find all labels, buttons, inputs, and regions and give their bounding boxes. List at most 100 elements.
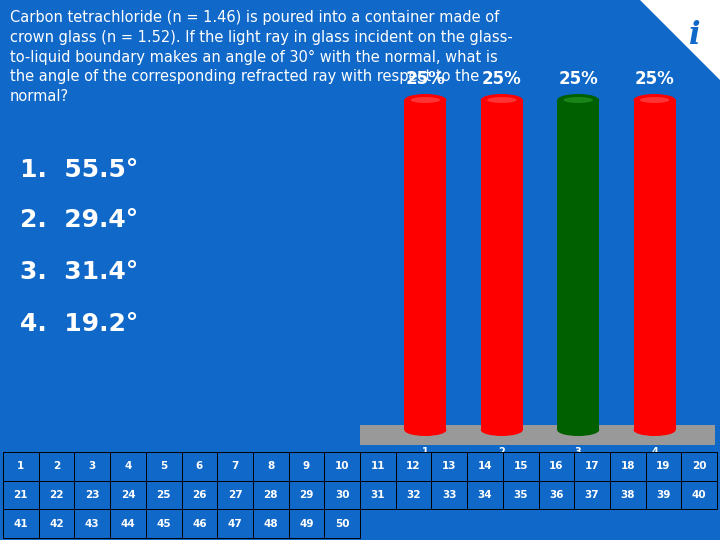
Bar — [145, 509, 181, 538]
Text: 50: 50 — [335, 518, 349, 529]
Text: 38: 38 — [621, 490, 635, 500]
Text: 44: 44 — [120, 518, 135, 529]
Text: 1: 1 — [17, 461, 24, 471]
Text: Carbon tetrachloride (n = 1.46) is poured into a container made of
crown glass (: Carbon tetrachloride (n = 1.46) is poure… — [10, 10, 513, 104]
Text: 35: 35 — [513, 490, 528, 500]
Bar — [110, 452, 145, 481]
Text: 42: 42 — [49, 518, 64, 529]
Text: 3.  31.4°: 3. 31.4° — [20, 260, 138, 284]
Bar — [74, 509, 110, 538]
Text: 5: 5 — [160, 461, 167, 471]
Text: 48: 48 — [264, 518, 278, 529]
Ellipse shape — [557, 424, 599, 436]
Bar — [217, 509, 253, 538]
Text: 23: 23 — [85, 490, 99, 500]
Text: 25%: 25% — [482, 70, 522, 88]
Bar — [360, 452, 396, 481]
Text: 18: 18 — [621, 461, 635, 471]
Text: 27: 27 — [228, 490, 243, 500]
Bar — [145, 481, 181, 509]
Bar — [3, 509, 39, 538]
Bar — [39, 481, 74, 509]
Bar — [324, 481, 360, 509]
Text: 25: 25 — [156, 490, 171, 500]
Bar — [539, 481, 575, 509]
Ellipse shape — [564, 97, 593, 103]
Text: 3: 3 — [575, 447, 582, 457]
Text: 19: 19 — [656, 461, 670, 471]
Text: 49: 49 — [300, 518, 314, 529]
Bar — [467, 452, 503, 481]
Text: 2.  29.4°: 2. 29.4° — [20, 208, 138, 232]
Bar — [39, 509, 74, 538]
Text: 15: 15 — [513, 461, 528, 471]
Text: 4.  19.2°: 4. 19.2° — [20, 312, 138, 336]
Bar — [610, 481, 646, 509]
Bar — [467, 481, 503, 509]
Bar — [481, 100, 523, 430]
Polygon shape — [640, 0, 720, 80]
Bar — [253, 481, 289, 509]
Ellipse shape — [410, 97, 440, 103]
Bar — [289, 481, 324, 509]
Bar — [610, 452, 646, 481]
Text: 28: 28 — [264, 490, 278, 500]
Text: 30: 30 — [335, 490, 349, 500]
Text: 13: 13 — [442, 461, 456, 471]
Text: 41: 41 — [14, 518, 28, 529]
Bar — [324, 509, 360, 538]
Text: 32: 32 — [406, 490, 420, 500]
Text: 17: 17 — [585, 461, 599, 471]
Bar — [181, 481, 217, 509]
Bar — [396, 452, 431, 481]
Text: 2: 2 — [53, 461, 60, 471]
Text: 25%: 25% — [405, 70, 445, 88]
Text: 16: 16 — [549, 461, 564, 471]
Ellipse shape — [634, 94, 675, 106]
Text: i: i — [689, 20, 701, 51]
Bar — [646, 481, 681, 509]
Ellipse shape — [634, 424, 675, 436]
Text: 25%: 25% — [558, 70, 598, 88]
Bar — [74, 452, 110, 481]
Bar — [110, 509, 145, 538]
Text: 7: 7 — [231, 461, 239, 471]
Text: 3: 3 — [89, 461, 96, 471]
Text: 24: 24 — [121, 490, 135, 500]
Bar — [253, 452, 289, 481]
Text: 40: 40 — [692, 490, 706, 500]
Text: 21: 21 — [14, 490, 28, 500]
Bar — [431, 481, 467, 509]
Bar — [503, 452, 539, 481]
Bar — [557, 100, 599, 430]
Text: 2: 2 — [498, 447, 505, 457]
Text: 20: 20 — [692, 461, 706, 471]
Bar — [681, 452, 717, 481]
Bar — [145, 452, 181, 481]
Text: 14: 14 — [477, 461, 492, 471]
Ellipse shape — [405, 94, 446, 106]
Text: 4: 4 — [651, 447, 658, 457]
Bar — [431, 452, 467, 481]
Text: 4: 4 — [125, 461, 132, 471]
Ellipse shape — [405, 424, 446, 436]
Text: 45: 45 — [156, 518, 171, 529]
Bar — [217, 452, 253, 481]
Text: 25%: 25% — [635, 70, 675, 88]
Text: 10: 10 — [335, 461, 349, 471]
Text: 43: 43 — [85, 518, 99, 529]
Bar — [360, 425, 715, 445]
Text: 1.  55.5°: 1. 55.5° — [20, 158, 138, 182]
Bar — [539, 452, 575, 481]
Text: 29: 29 — [300, 490, 314, 500]
Ellipse shape — [640, 97, 670, 103]
Bar — [396, 481, 431, 509]
Text: 8: 8 — [267, 461, 274, 471]
Text: 22: 22 — [49, 490, 64, 500]
Text: 39: 39 — [656, 490, 670, 500]
Bar — [360, 481, 396, 509]
Text: 34: 34 — [477, 490, 492, 500]
Bar — [503, 481, 539, 509]
Bar — [634, 100, 675, 430]
Bar — [289, 452, 324, 481]
